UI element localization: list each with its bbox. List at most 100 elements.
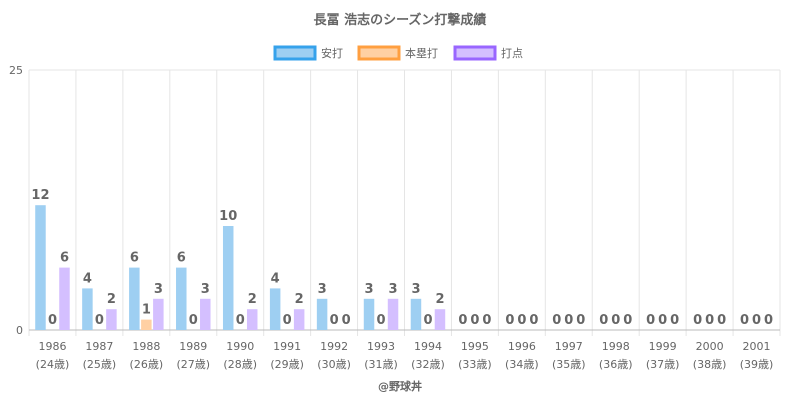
data-label: 3: [318, 282, 327, 297]
bar-1986-s3: [59, 267, 70, 330]
x-tick-label-year: 2000: [696, 340, 724, 353]
y-tick-label: 0: [16, 324, 23, 337]
x-tick-label-age: (26歳): [130, 358, 164, 371]
bar-1992-s1: [316, 298, 328, 330]
y-tick-label: 25: [9, 64, 23, 77]
data-label: 0: [505, 313, 514, 328]
data-label: 3: [389, 282, 398, 297]
x-tick-label-year: 1988: [132, 340, 160, 353]
x-tick-label-age: (27歳): [176, 358, 210, 371]
grid: [28, 69, 781, 336]
x-tick-label-year: 1987: [85, 340, 113, 353]
x-tick-label-year: 1997: [555, 340, 583, 353]
data-label: 0: [670, 313, 679, 328]
x-tick-label-year: 1992: [320, 340, 348, 353]
data-label: 0: [423, 313, 432, 328]
data-label: 0: [740, 313, 749, 328]
x-tick-label-age: (25歳): [83, 358, 117, 371]
data-label: 0: [658, 313, 667, 328]
x-tick-label-age: (29歳): [270, 358, 304, 371]
x-tick-label-age: (35歳): [552, 358, 586, 371]
bar-1990-s3: [246, 309, 258, 330]
data-label: 0: [705, 313, 714, 328]
x-axis: 1986 (24歳) 1987 (25歳) 1988 (26歳) 1989 (27歳) 1990…: [36, 340, 774, 371]
data-label: 2: [107, 292, 116, 307]
bar-1987-s1: [82, 288, 93, 330]
bar-1989-s1: [176, 267, 187, 330]
bar-1989-s3: [200, 298, 211, 330]
legend: 安打 本塁打 打点: [273, 45, 523, 61]
x-tick-label-age: (37歳): [646, 358, 680, 371]
data-label: 6: [60, 251, 69, 266]
data-label: 2: [435, 292, 444, 307]
data-label: 1: [142, 303, 151, 318]
legend-swatch-2: [357, 45, 401, 61]
data-label: 2: [248, 292, 257, 307]
legend-label-1: 安打: [321, 46, 343, 60]
data-label: 0: [717, 313, 726, 328]
legend-swatch-3: [453, 45, 497, 61]
data-label: 6: [130, 251, 139, 266]
x-tick-label-year: 1986: [38, 340, 66, 353]
data-label: 0: [599, 313, 608, 328]
data-label: 0: [646, 313, 655, 328]
data-label: 0: [283, 313, 292, 328]
data-label: 0: [236, 313, 245, 328]
x-tick-label-age: (31歳): [364, 358, 398, 371]
bar-1988-s1: [129, 267, 140, 330]
x-tick-label-age: (33歳): [458, 358, 492, 371]
data-label: 3: [411, 282, 420, 297]
data-label: 0: [752, 313, 761, 328]
x-tick-label-age: (32歳): [411, 358, 445, 371]
data-label: 0: [623, 313, 632, 328]
x-tick-label-year: 2001: [743, 340, 771, 353]
data-label: 10: [219, 209, 237, 224]
data-label: 4: [83, 271, 92, 286]
legend-swatch-1: [273, 45, 317, 61]
bar-1988-s2: [141, 319, 152, 330]
x-tick-label-year: 1995: [461, 340, 489, 353]
data-label: 2: [295, 292, 304, 307]
x-tick-label-year: 1993: [367, 340, 395, 353]
data-label: 6: [177, 251, 186, 266]
bars: [35, 205, 446, 330]
bar-1991-s3: [293, 309, 305, 330]
y-axis: 0 25: [9, 64, 23, 337]
bar-1994-s3: [434, 309, 446, 330]
data-label: 0: [470, 313, 479, 328]
bar-1993-s1: [363, 298, 375, 330]
x-tick-label-year: 1989: [179, 340, 207, 353]
x-tick-label-year: 1991: [273, 340, 301, 353]
data-label: 0: [517, 313, 526, 328]
bar-1988-s3: [153, 298, 164, 330]
data-label: 3: [201, 282, 210, 297]
data-label: 0: [482, 313, 491, 328]
data-label: 0: [458, 313, 467, 328]
data-label: 0: [189, 313, 198, 328]
bar-1994-s1: [410, 298, 422, 330]
data-label: 3: [154, 282, 163, 297]
data-label: 0: [552, 313, 561, 328]
chart-title: 長冨 浩志のシーズン打撃成績: [314, 12, 487, 28]
legend-label-2: 本塁打: [405, 46, 438, 60]
data-label: 0: [611, 313, 620, 328]
x-tick-label-age: (38歳): [693, 358, 727, 371]
data-label: 0: [529, 313, 538, 328]
bar-1990-s1: [222, 226, 234, 330]
x-tick-label-year: 1990: [226, 340, 254, 353]
data-label: 0: [330, 313, 339, 328]
data-label: 0: [95, 313, 104, 328]
data-label: 0: [342, 313, 351, 328]
bar-1991-s1: [269, 288, 281, 330]
data-label: 3: [365, 282, 374, 297]
data-label: 0: [693, 313, 702, 328]
data-label: 0: [576, 313, 585, 328]
x-tick-label-age: (30歳): [317, 358, 351, 371]
data-label: 0: [764, 313, 773, 328]
x-tick-label-age: (39歳): [740, 358, 774, 371]
bar-1993-s3: [387, 298, 399, 330]
x-tick-label-year: 1994: [414, 340, 442, 353]
